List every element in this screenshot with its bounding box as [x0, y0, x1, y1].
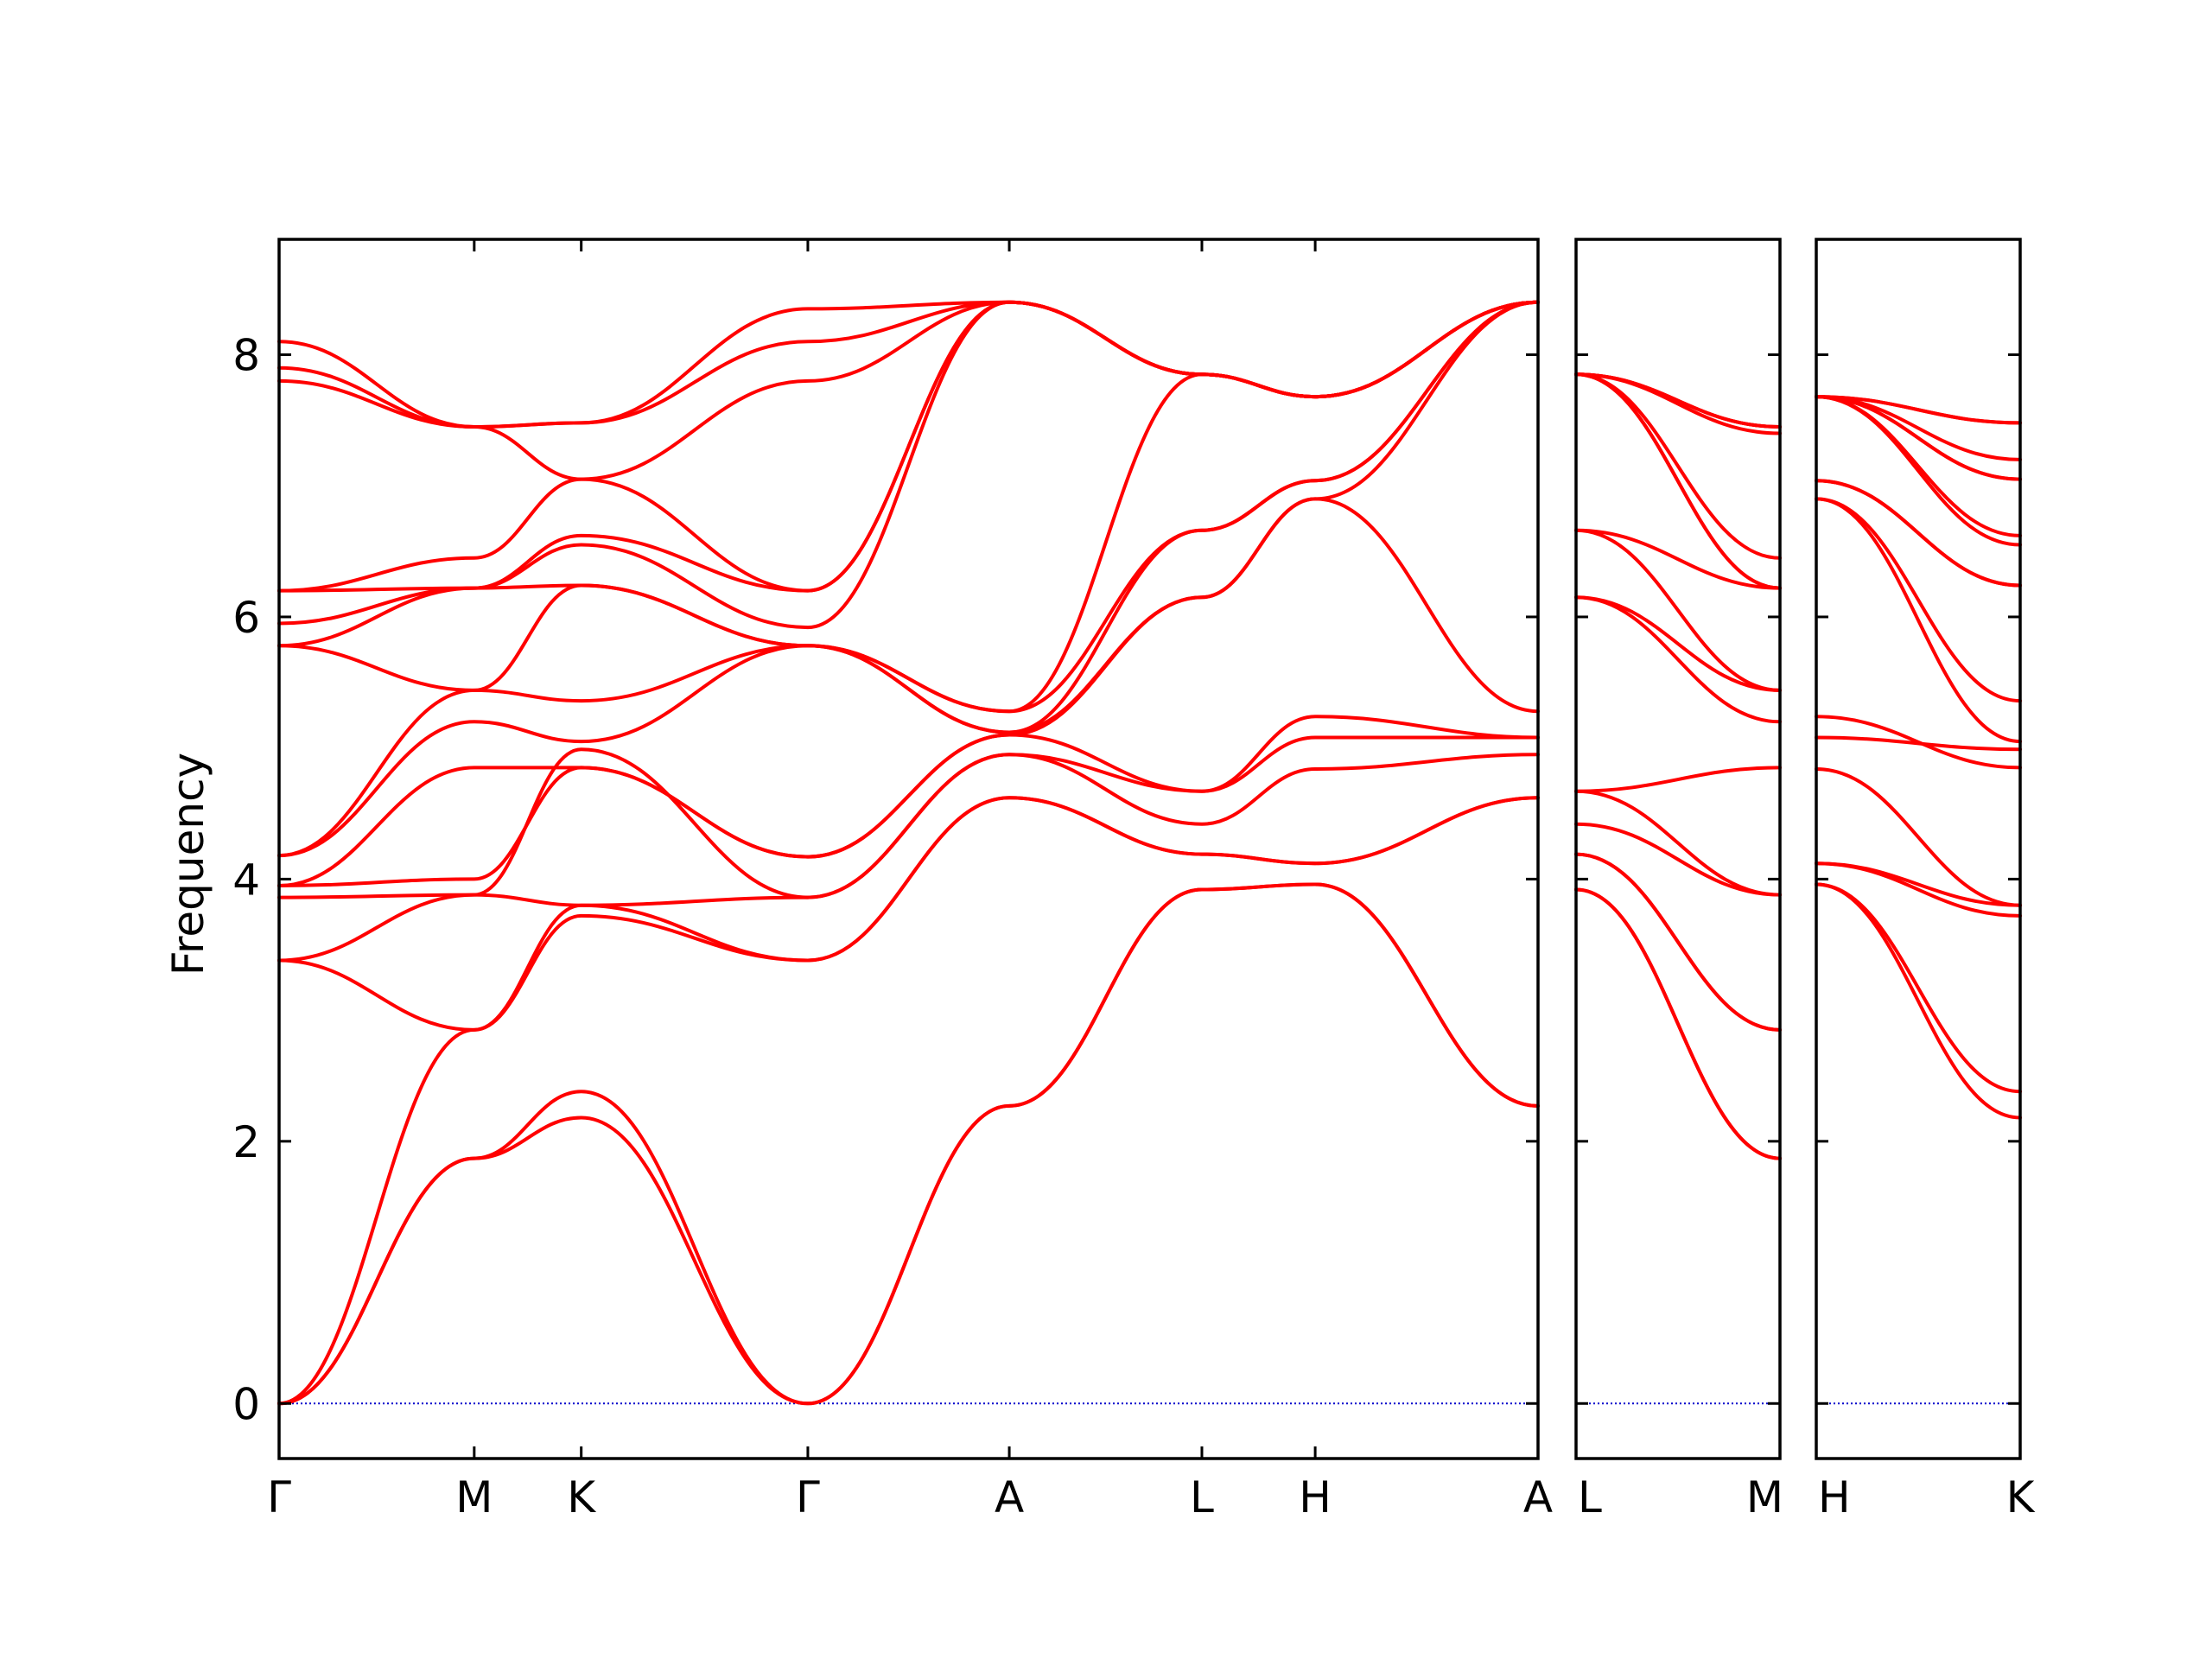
x-tick-label: L [1578, 1472, 1602, 1522]
panel-frame [1574, 238, 1782, 1460]
band-10 [1574, 528, 1782, 692]
panel-1: 0 2 4 6 8 Γ M K Γ A L H A [232, 238, 1553, 1522]
y-tick-label: 6 [232, 593, 260, 643]
band-18 [1815, 395, 2022, 461]
x-tick-label: M [1746, 1472, 1783, 1522]
x-tick-label: K [567, 1472, 596, 1522]
band-7 [1815, 715, 2022, 770]
band-9 [1815, 497, 2022, 703]
x-tick-label: H [1818, 1472, 1851, 1522]
band-2 [1574, 887, 1782, 1160]
band-14 [1574, 372, 1782, 560]
band-6 [277, 735, 1540, 899]
band-11 [1574, 528, 1782, 590]
y-tick-label: 8 [232, 331, 260, 381]
x-tick-label: K [2006, 1472, 2036, 1522]
y-axis-label: Frequency [163, 753, 213, 976]
band-6 [1574, 789, 1782, 897]
band-13 [1815, 395, 2022, 537]
y-tick-label: 0 [232, 1379, 260, 1429]
y-tick-label: 2 [232, 1117, 260, 1167]
x-tick-label: A [1523, 1472, 1553, 1522]
band-4 [1574, 852, 1782, 1032]
x-tick-label: L [1190, 1472, 1214, 1522]
band-18 [277, 300, 1540, 429]
x-tick-label: M [455, 1472, 493, 1522]
band-4 [277, 796, 1540, 1032]
band-11 [1815, 479, 2022, 588]
band-5 [1815, 767, 2022, 907]
panel-frame [277, 238, 1540, 1460]
band-7 [1574, 766, 1782, 793]
band-2 [277, 882, 1540, 1406]
y-tick-label: 4 [232, 855, 260, 905]
x-tick-label: H [1299, 1472, 1332, 1522]
x-tick-label: A [995, 1472, 1024, 1522]
x-tick-label: Γ [267, 1472, 291, 1522]
band-9 [1574, 595, 1782, 692]
x-tick-label: Γ [796, 1472, 820, 1522]
panel-frame [1815, 238, 2022, 1460]
band-4 [1815, 861, 2022, 907]
band-18 [1574, 372, 1782, 429]
band-2 [1815, 882, 2022, 1094]
